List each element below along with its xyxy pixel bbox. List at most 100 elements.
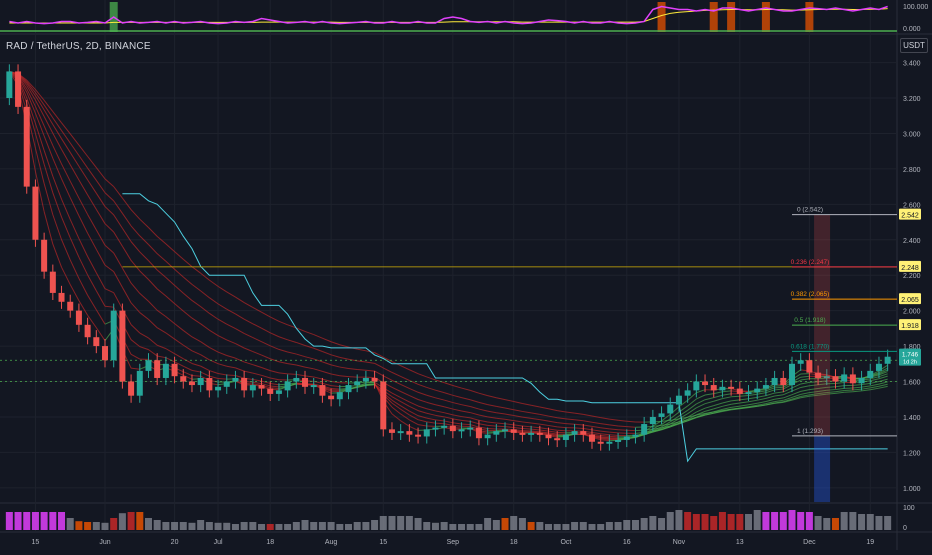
volume-bar <box>102 523 109 530</box>
ma-ribbon-segment <box>209 371 218 374</box>
ma-ribbon-segment <box>479 402 488 404</box>
ma-ribbon-segment <box>357 370 366 371</box>
ma-ribbon-segment <box>470 400 479 403</box>
ma-ribbon-segment <box>183 311 192 318</box>
candle-body <box>15 71 21 106</box>
ma-ribbon-segment <box>409 406 418 410</box>
x-tick-label: Jul <box>214 539 223 546</box>
volume-bar <box>858 514 865 530</box>
ma-ribbon-segment <box>357 349 366 351</box>
ma-ribbon-segment <box>253 382 262 383</box>
ma-ribbon-segment <box>88 214 97 229</box>
currency-button[interactable]: USDT <box>900 38 928 53</box>
ma-ribbon-segment <box>879 386 888 388</box>
ma-ribbon-segment <box>462 388 471 390</box>
candle-body <box>511 429 517 433</box>
y-tick-label: 2.000 <box>903 309 921 316</box>
ma-ribbon-segment <box>209 313 218 319</box>
volume-bar <box>728 514 735 530</box>
ma-ribbon-segment <box>731 406 740 407</box>
volume-bar <box>162 522 169 530</box>
ma-ribbon-segment <box>549 409 558 411</box>
volume-bar <box>823 518 830 530</box>
candle-body <box>206 378 212 390</box>
ma-ribbon-segment <box>766 396 775 398</box>
ma-ribbon-segment <box>88 168 97 180</box>
ma-ribbon-segment <box>427 418 436 420</box>
ma-ribbon-segment <box>853 391 862 392</box>
ma-ribbon-segment <box>470 407 479 410</box>
volume-bar <box>797 512 804 530</box>
price-axis-label: 2.542 <box>901 213 919 220</box>
ma-ribbon-segment <box>435 405 444 407</box>
candle-body <box>224 382 230 387</box>
candle-body <box>737 389 743 394</box>
candle-body <box>389 429 395 433</box>
ma-ribbon-segment <box>592 426 601 427</box>
ma-ribbon-segment <box>409 402 418 406</box>
x-tick-label: 13 <box>736 539 744 546</box>
ma-ribbon-segment <box>540 420 549 421</box>
ma-ribbon-segment <box>62 217 71 238</box>
ma-ribbon-segment <box>549 425 558 426</box>
volume-bar <box>241 522 248 530</box>
x-tick-label: Oct <box>560 539 571 546</box>
ma-ribbon-segment <box>749 397 758 398</box>
ma-ribbon-segment <box>140 252 149 261</box>
ma-ribbon-segment <box>514 410 523 412</box>
ma-ribbon-segment <box>131 242 140 252</box>
ma-ribbon-segment <box>601 434 610 435</box>
ma-ribbon-segment <box>53 215 62 240</box>
ma-ribbon-segment <box>44 116 53 133</box>
candle-body <box>6 71 12 98</box>
ma-ribbon-segment <box>601 431 610 432</box>
ma-ribbon-segment <box>253 324 262 328</box>
candle-body <box>345 385 351 392</box>
ma-ribbon-segment <box>357 361 366 362</box>
ma-ribbon-segment <box>409 388 418 392</box>
ma-ribbon-segment <box>696 395 705 399</box>
ma-ribbon-segment <box>131 260 140 271</box>
ma-ribbon-segment <box>96 180 105 192</box>
candle-body <box>380 382 386 430</box>
volume-bar <box>310 522 317 530</box>
oscillator-line <box>9 7 887 24</box>
ma-ribbon-segment <box>270 388 279 389</box>
ma-ribbon-segment <box>731 400 740 401</box>
ma-ribbon-segment <box>757 393 766 395</box>
ma-ribbon-segment <box>714 399 723 402</box>
ma-ribbon-segment <box>540 428 549 429</box>
ma-ribbon-segment <box>740 399 749 400</box>
ma-ribbon-segment <box>192 363 201 366</box>
volume-bar <box>206 522 213 530</box>
ma-ribbon-segment <box>714 392 723 394</box>
volume-bar <box>536 522 543 530</box>
candle-body <box>719 387 725 391</box>
price-axis-label: 1.918 <box>901 323 919 330</box>
ma-ribbon-segment <box>514 421 523 422</box>
volume-bar <box>32 512 39 530</box>
ma-ribbon-segment <box>549 429 558 430</box>
ma-ribbon-segment <box>262 328 271 333</box>
ma-ribbon-segment <box>235 376 244 379</box>
candle-body <box>432 428 438 430</box>
ma-ribbon-segment <box>496 418 505 419</box>
ma-ribbon-segment <box>705 406 714 409</box>
candle-body <box>859 378 865 383</box>
volume-bar <box>145 518 152 530</box>
ma-ribbon-segment <box>157 310 166 316</box>
volume-bar <box>754 510 761 530</box>
candle-body <box>702 382 708 386</box>
candle-body <box>606 442 612 444</box>
ma-ribbon-segment <box>79 180 88 195</box>
ma-ribbon-segment <box>453 403 462 405</box>
ma-ribbon-segment <box>488 396 497 398</box>
ma-ribbon-segment <box>122 213 131 226</box>
ma-ribbon-segment <box>114 232 123 246</box>
ma-ribbon-segment <box>270 371 279 373</box>
candle-body <box>659 413 665 417</box>
ma-ribbon-segment <box>583 429 592 430</box>
oscillator-bar <box>805 2 813 32</box>
